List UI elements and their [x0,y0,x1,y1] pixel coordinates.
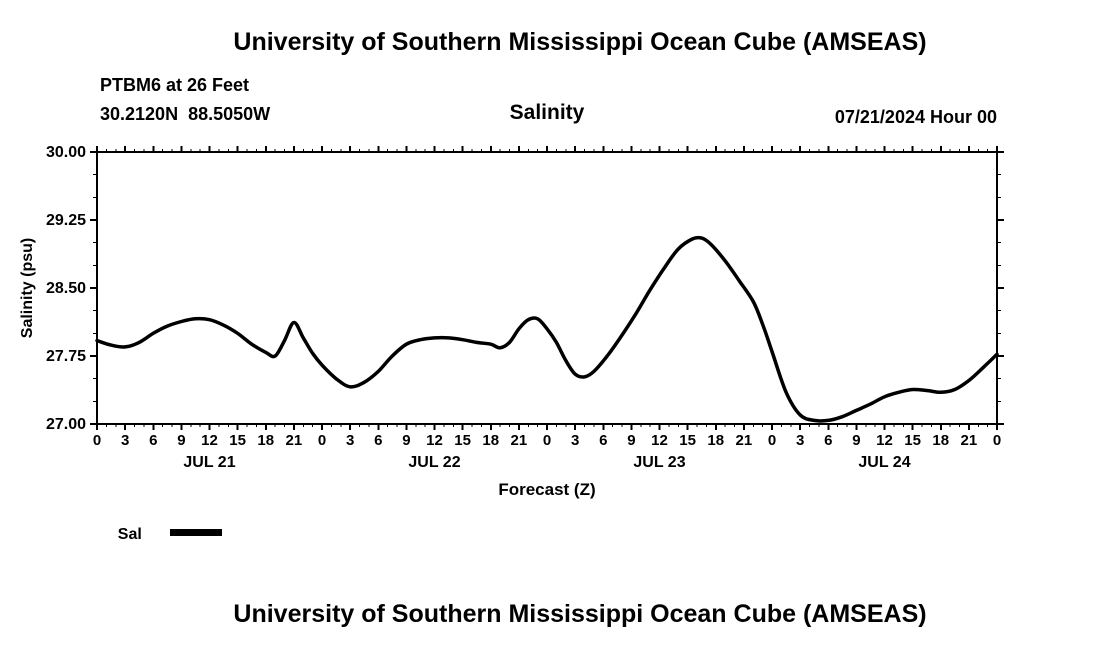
x-tick-label: 9 [177,432,185,449]
y-tick-label: 28.50 [46,280,86,297]
x-tick-label: 18 [482,432,499,449]
x-tick-label: 3 [121,432,129,449]
day-label: JUL 21 [183,454,235,471]
x-tick-label: 21 [286,432,303,449]
x-tick-label: 9 [627,432,635,449]
day-label: JUL 24 [858,454,910,471]
legend-line-swatch [169,529,222,537]
y-tick-label: 30.00 [46,144,86,161]
x-tick-label: 9 [852,432,860,449]
x-tick-label: 12 [876,432,893,449]
x-tick-label: 21 [961,432,978,449]
series-line [95,235,999,423]
day-label: JUL 23 [633,454,685,471]
x-tick-label: 6 [824,432,832,449]
x-tick-label: 15 [229,432,246,449]
x-tick-label: 3 [346,432,354,449]
x-axis-title: Forecast (Z) [498,480,596,499]
x-tick-label: 0 [993,432,1001,449]
x-tick-label: 18 [932,432,949,449]
x-tick-label: 0 [93,432,101,449]
x-tick-label: 12 [201,432,218,449]
figure-title-bottom: University of Southern Mississippi Ocean… [233,600,927,628]
x-tick-label: 0 [318,432,326,449]
x-tick-label: 21 [511,432,528,449]
figure-title-top: University of Southern Mississippi Ocean… [233,28,927,56]
day-label: JUL 22 [408,454,460,471]
x-tick-label: 12 [426,432,443,449]
x-tick-label: 9 [402,432,410,449]
forecast-datetime: 07/21/2024 Hour 00 [834,107,997,127]
y-tick-label: 27.00 [46,416,86,433]
station-coordinates: 30.2120N 88.5050W [100,104,271,124]
x-tick-label: 6 [374,432,382,449]
x-tick-label: 3 [571,432,579,449]
legend: Sal [100,508,222,562]
x-tick-label: 12 [651,432,668,449]
plot-title: Salinity [509,101,585,124]
x-tick-label: 15 [454,432,471,449]
x-tick-label: 6 [599,432,607,449]
plot-border [96,151,998,425]
x-tick-label: 3 [796,432,804,449]
x-tick-label: 15 [904,432,921,449]
y-tick-label: 29.25 [46,212,86,229]
x-tick-label: 6 [149,432,157,449]
x-tick-label: 0 [768,432,776,449]
x-tick-label: 21 [736,432,753,449]
x-tick-label: 0 [543,432,551,449]
legend-label: Sal [117,526,142,543]
x-tick-label: 15 [679,432,696,449]
y-tick-label: 27.75 [46,348,86,365]
x-tick-label: 18 [257,432,274,449]
x-tick-label: 18 [707,432,724,449]
station-label: PTBM6 at 26 Feet [100,75,250,95]
